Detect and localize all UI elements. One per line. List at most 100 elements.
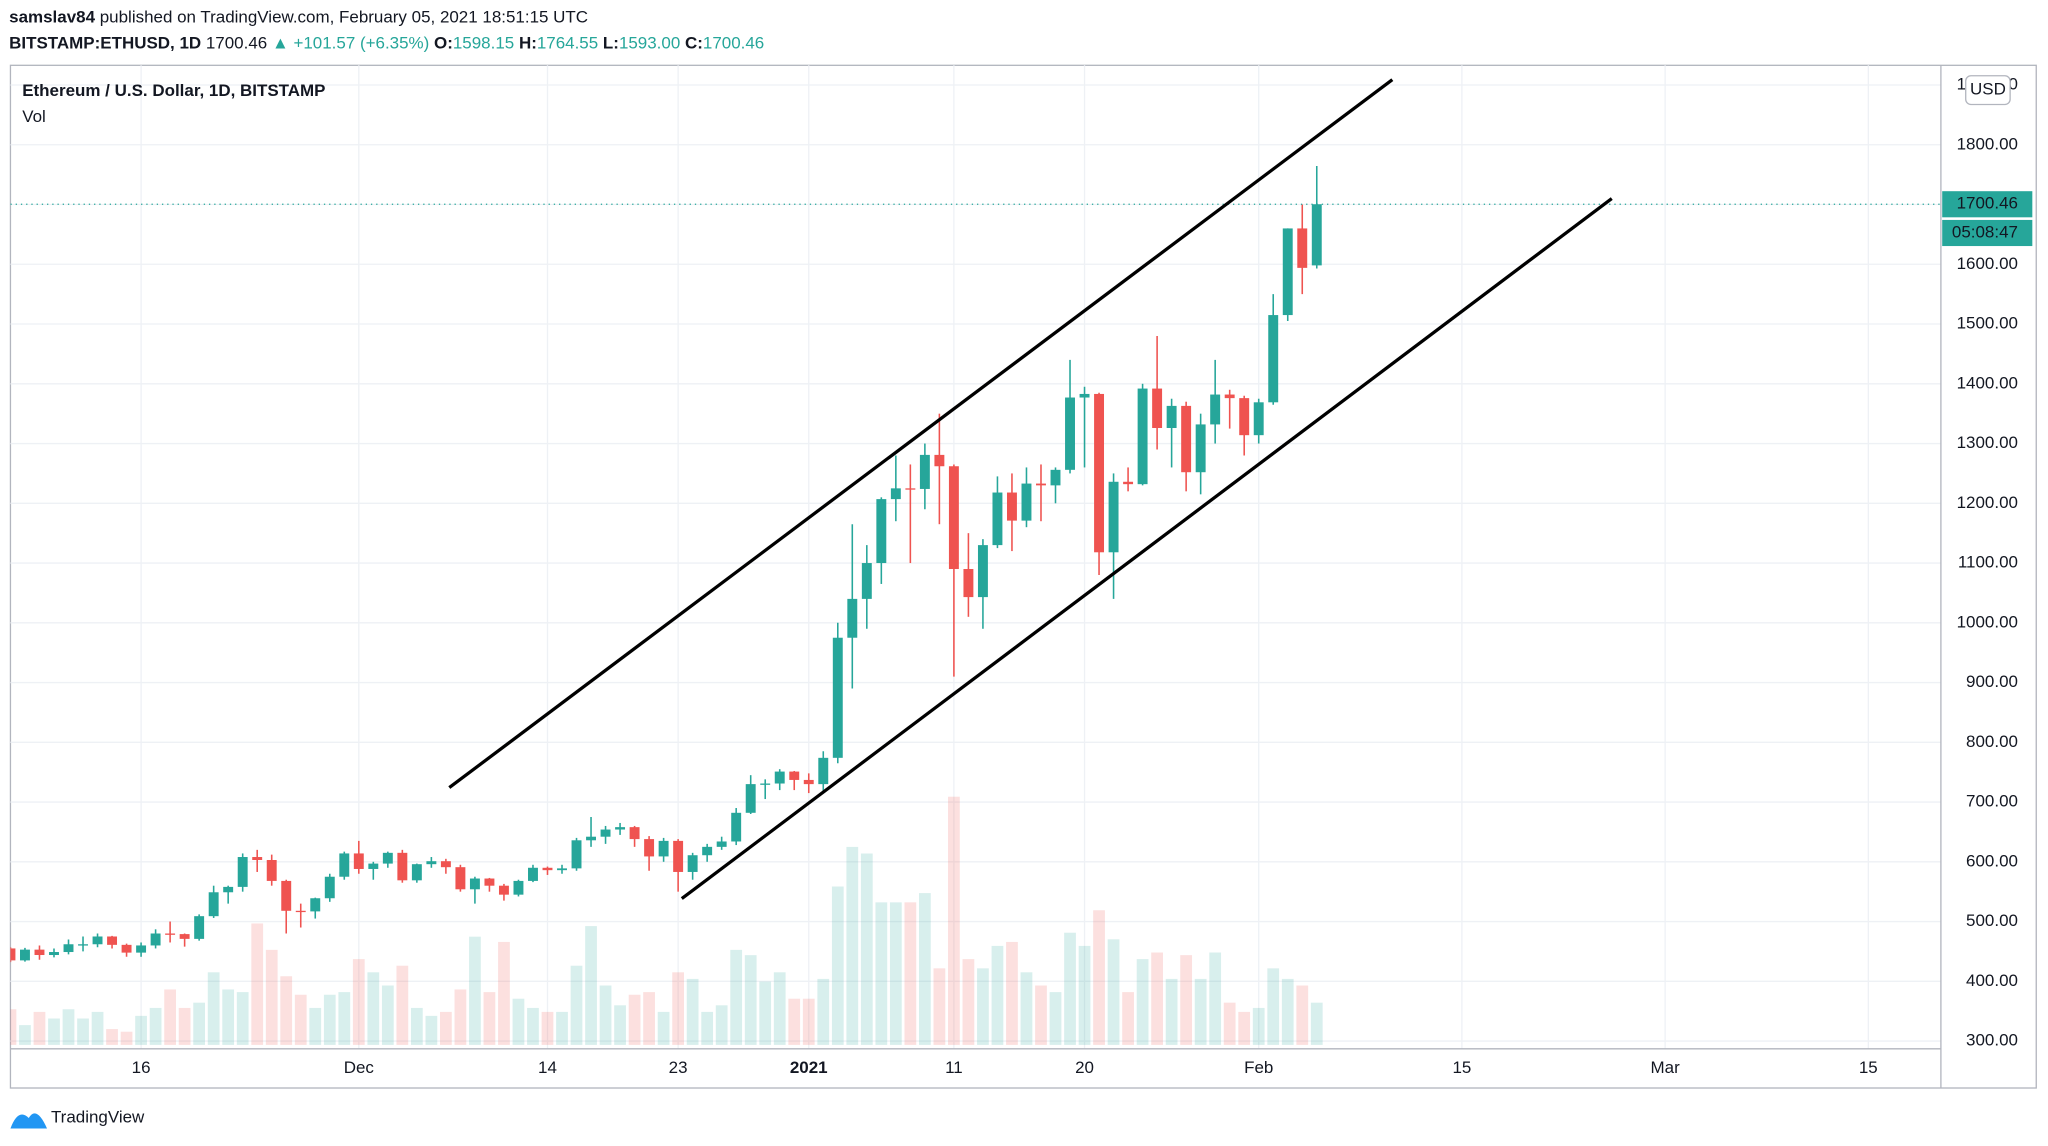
candle-body <box>673 840 684 872</box>
candle-body <box>876 499 887 564</box>
candle-body <box>1210 394 1221 425</box>
candle-body <box>484 878 495 886</box>
candle-body <box>803 779 814 785</box>
y-tick-label: 900.00 <box>1966 672 2018 691</box>
candle-body <box>629 827 640 840</box>
volume-bar <box>991 945 1004 1045</box>
publisher: samslav84 <box>9 8 95 27</box>
volume-bar <box>730 949 743 1045</box>
y-tick-label: 1300.00 <box>1957 433 2018 452</box>
candle-body <box>397 852 408 881</box>
candle-body <box>107 936 118 945</box>
candle-body <box>368 863 379 869</box>
candle-body <box>1181 405 1192 473</box>
candle-body <box>63 944 74 953</box>
candle-body <box>615 827 626 830</box>
candle-body <box>702 846 713 856</box>
candle-body <box>440 861 451 868</box>
legend-volume: Vol <box>22 107 46 126</box>
candle-body <box>658 840 669 857</box>
candle-body <box>34 949 45 956</box>
volume-bar <box>236 992 249 1045</box>
x-tick-label: Feb <box>1244 1058 1273 1077</box>
l-label: L: <box>603 34 619 53</box>
c-label: C: <box>685 34 703 53</box>
candle-body <box>223 886 234 893</box>
countdown-label: 05:08:47 <box>1952 222 2018 241</box>
change: ▲ +101.57 (+6.35%) <box>272 34 429 53</box>
candle-body <box>498 885 509 895</box>
volume-bar <box>91 1011 104 1045</box>
volume-bar <box>977 968 989 1045</box>
volume-bar <box>1093 910 1105 1045</box>
trend-channel <box>448 78 1613 900</box>
x-tick-label: 11 <box>945 1058 963 1077</box>
candle-body <box>687 855 698 872</box>
volume-bar <box>933 968 946 1045</box>
brand: TradingView <box>51 1108 145 1127</box>
y-tick-label: 500.00 <box>1966 911 2018 930</box>
candle-body <box>600 829 611 837</box>
candle-body <box>1152 388 1163 429</box>
candle-body <box>353 853 364 869</box>
candle-body <box>1021 483 1032 521</box>
published: published on TradingView.com, February 0… <box>100 8 588 27</box>
last-price-label: 1700.46 <box>1957 194 2018 213</box>
currency-button[interactable] <box>1965 75 2011 106</box>
volume-bar <box>193 1002 206 1045</box>
y-tick-label: 800.00 <box>1966 732 2018 751</box>
countdown-box <box>1942 219 2033 247</box>
volume-bar <box>527 1007 539 1045</box>
volume-bar <box>1151 952 1163 1045</box>
candle-body <box>339 853 350 877</box>
volume-bar <box>614 1005 626 1045</box>
volume-bar <box>149 1007 162 1045</box>
volume-bar <box>1209 952 1222 1045</box>
volume-bar <box>48 1018 60 1045</box>
x-tick-label: 20 <box>1075 1058 1094 1077</box>
volume-bar <box>672 972 685 1045</box>
x-tick-label: 15 <box>1452 1058 1471 1077</box>
volume-bar <box>831 886 844 1045</box>
volume-bar <box>599 985 612 1045</box>
candle-body <box>10 948 16 961</box>
volume-bar <box>1006 941 1018 1045</box>
symbol: BITSTAMP:ETHUSD, 1D <box>9 34 201 53</box>
candle-body <box>165 933 176 935</box>
candle-body <box>847 598 858 638</box>
volume-bar <box>135 1015 147 1045</box>
candle-body <box>716 841 727 847</box>
candle-body <box>528 867 538 881</box>
candle-body <box>1079 393 1090 398</box>
candle-body <box>934 454 945 467</box>
candle-body <box>1108 481 1119 553</box>
y-tick-label: 1100.00 <box>1958 553 2018 572</box>
volume-bar <box>120 1031 133 1045</box>
volume-bar <box>556 1011 568 1045</box>
currency-label[interactable]: USD <box>1970 80 2006 99</box>
candle-body <box>789 771 800 780</box>
volume-bar <box>1165 978 1178 1045</box>
volume-bar <box>1064 932 1076 1045</box>
candle-body <box>818 757 829 785</box>
candle-body <box>179 934 190 939</box>
volume-bar <box>77 1018 89 1045</box>
volume-bar <box>1281 978 1294 1045</box>
volume-bar <box>207 972 220 1045</box>
volume-bar <box>367 972 380 1045</box>
volume-bar <box>265 949 278 1045</box>
volume-bar <box>33 1011 46 1045</box>
volume-bar <box>280 976 293 1045</box>
y-tick-label: 1800.00 <box>1957 134 2018 153</box>
volume-bar <box>222 989 235 1045</box>
candle-body <box>281 880 292 911</box>
volume-bar <box>10 1009 17 1045</box>
volume-bar <box>309 1007 322 1045</box>
volume-bar <box>251 923 264 1045</box>
x-tick-label: 15 <box>1859 1058 1878 1077</box>
x-tick-label: 14 <box>538 1058 557 1077</box>
candle-body <box>861 563 872 599</box>
volume-bar <box>294 994 307 1045</box>
logo-icon <box>10 1113 48 1129</box>
volume-bar <box>1238 1011 1251 1045</box>
